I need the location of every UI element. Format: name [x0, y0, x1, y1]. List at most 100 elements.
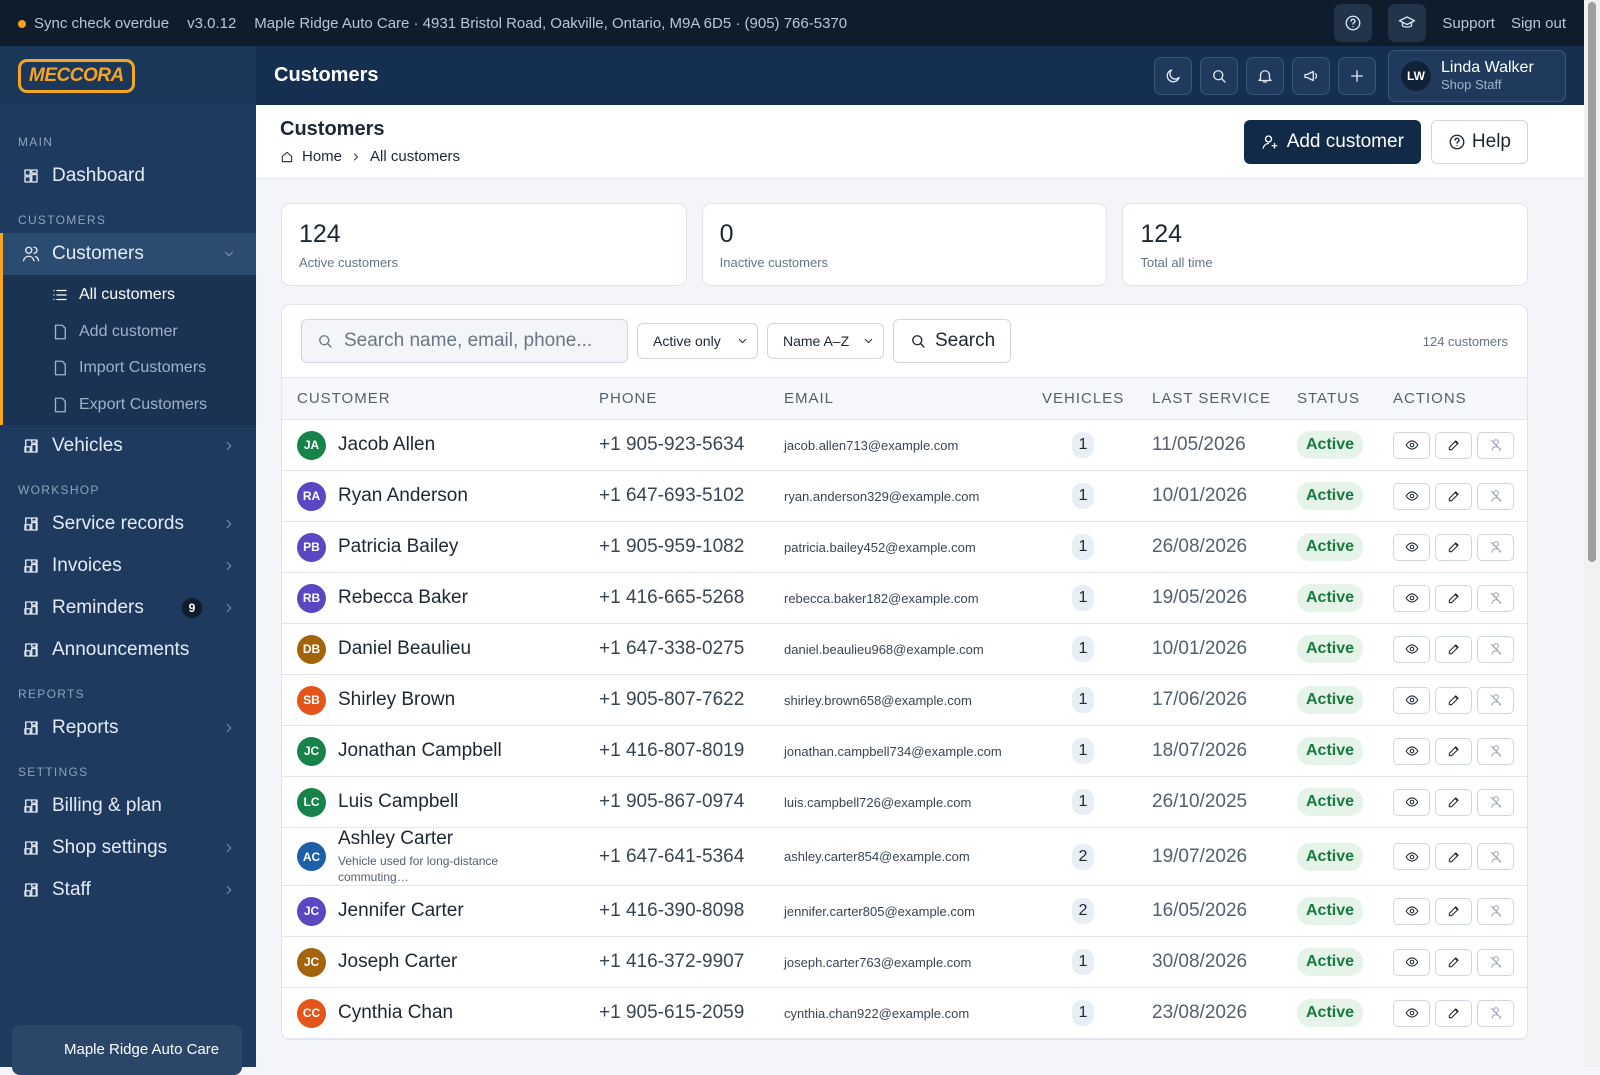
edit-button[interactable] — [1435, 843, 1472, 870]
edit-button[interactable] — [1435, 999, 1472, 1027]
view-button[interactable] — [1393, 482, 1430, 510]
nav-item[interactable]: Customers — [0, 233, 256, 275]
notifications-button[interactable] — [1246, 56, 1284, 95]
customer-name[interactable]: Jacob Allen — [338, 434, 436, 455]
deactivate-button[interactable] — [1477, 948, 1514, 976]
view-button[interactable] — [1393, 635, 1430, 663]
logo[interactable]: MECCORA — [18, 58, 135, 93]
nav-subitem[interactable]: Export Customers — [3, 387, 256, 424]
edit-button[interactable] — [1435, 788, 1472, 816]
nav-item[interactable]: Billing & plan — [0, 785, 256, 827]
deactivate-button[interactable] — [1477, 584, 1514, 612]
deactivate-button[interactable] — [1477, 635, 1514, 663]
customer-name[interactable]: Cynthia Chan — [338, 1002, 454, 1023]
deactivate-button[interactable] — [1477, 897, 1514, 925]
theme-toggle[interactable] — [1154, 56, 1192, 95]
help-icon-button[interactable] — [1334, 4, 1373, 42]
view-button[interactable] — [1393, 843, 1430, 870]
customer-name[interactable]: Shirley Brown — [338, 689, 456, 710]
customer-cell: LC Luis Campbell — [297, 787, 599, 817]
customer-cell: JC Jonathan Campbell — [297, 736, 599, 766]
add-button[interactable] — [1338, 56, 1376, 95]
status-badge: Active — [1297, 999, 1364, 1027]
deactivate-button[interactable] — [1477, 788, 1514, 816]
nav-item[interactable]: Staff — [0, 869, 256, 911]
vehicle-count: 1 — [1072, 636, 1094, 662]
last-service: 23/08/2026 — [1152, 1002, 1248, 1023]
customer-name[interactable]: Ashley Carter — [338, 828, 454, 849]
view-button[interactable] — [1393, 584, 1430, 612]
deactivate-button[interactable] — [1477, 843, 1514, 870]
customer-name[interactable]: Patricia Bailey — [338, 536, 459, 557]
customer-name[interactable]: Jonathan Campbell — [338, 740, 502, 761]
edit-button[interactable] — [1435, 737, 1472, 765]
customer-name[interactable]: Joseph Carter — [338, 951, 458, 972]
vehicle-count: 1 — [1072, 585, 1094, 611]
edit-button[interactable] — [1435, 948, 1472, 976]
view-button[interactable] — [1393, 737, 1430, 765]
training-icon-button[interactable] — [1388, 4, 1427, 42]
edit-button[interactable] — [1435, 482, 1472, 510]
shop-switcher[interactable]: Maple Ridge Auto Care — [12, 1025, 242, 1075]
announcements-button[interactable] — [1292, 56, 1330, 95]
sort-select[interactable]: Name A–Z — [767, 323, 884, 359]
edit-button[interactable] — [1435, 584, 1472, 612]
breadcrumb-home[interactable]: Home — [302, 148, 343, 165]
help-button[interactable]: Help — [1430, 120, 1528, 164]
deactivate-button[interactable] — [1477, 482, 1514, 510]
nav-item[interactable]: Reminders 9 — [0, 587, 256, 629]
nav-subitem[interactable]: Add customer — [3, 314, 256, 351]
user-info: Linda Walker Shop Staff — [1441, 59, 1534, 92]
sidebar: MAIN Dashboard CUSTOMERS Customers All custo… — [0, 105, 256, 1075]
customer-name[interactable]: Luis Campbell — [338, 791, 459, 812]
customer-name[interactable]: Ryan Anderson — [338, 485, 468, 506]
filters: Search name, email, phone... Active only… — [282, 305, 1527, 377]
stat-value: 124 — [1140, 220, 1183, 248]
status-select[interactable]: Active only — [637, 323, 758, 359]
customer-info: Shirley Brown — [338, 689, 455, 711]
customer-name[interactable]: Jennifer Carter — [338, 900, 464, 921]
edit-button[interactable] — [1435, 533, 1472, 561]
nav-item[interactable]: Shop settings — [0, 827, 256, 869]
view-button[interactable] — [1393, 431, 1430, 459]
sign-out-link[interactable]: Sign out — [1510, 14, 1566, 32]
view-button[interactable] — [1393, 686, 1430, 714]
deactivate-button[interactable] — [1477, 431, 1514, 459]
customer-name[interactable]: Rebecca Baker — [338, 587, 468, 608]
nav-item[interactable]: Service records — [0, 503, 256, 545]
sidebar-section-title: CUSTOMERS — [18, 213, 107, 227]
search-input[interactable]: Search name, email, phone... — [301, 319, 628, 363]
add-customer-button[interactable]: Add customer — [1243, 120, 1421, 164]
view-button[interactable] — [1393, 897, 1430, 925]
search-submit[interactable]: Search — [893, 319, 1012, 363]
user-menu[interactable]: LW Linda Walker Shop Staff — [1388, 49, 1566, 102]
nav-item[interactable]: Reports — [0, 707, 256, 749]
nav-subitem[interactable]: Import Customers — [3, 350, 256, 387]
nav-subitem-label: All customers — [79, 286, 176, 304]
deactivate-button[interactable] — [1477, 737, 1514, 765]
nav-item[interactable]: Dashboard — [0, 155, 256, 197]
nav-subitem[interactable]: All customers — [3, 277, 256, 314]
edit-button[interactable] — [1435, 897, 1472, 925]
nav-item[interactable]: Announcements — [0, 629, 256, 671]
view-button[interactable] — [1393, 948, 1430, 976]
support-link[interactable]: Support — [1442, 14, 1495, 32]
edit-button[interactable] — [1435, 431, 1472, 459]
nav-item[interactable]: Vehicles — [0, 425, 256, 467]
scroll-thumb[interactable] — [1588, 2, 1596, 562]
nav-item[interactable]: Invoices — [0, 545, 256, 587]
avatar: JC — [297, 896, 326, 926]
deactivate-button[interactable] — [1477, 999, 1514, 1027]
search-button[interactable] — [1200, 56, 1238, 95]
deactivate-button[interactable] — [1477, 533, 1514, 561]
view-button[interactable] — [1393, 788, 1430, 816]
view-button[interactable] — [1393, 533, 1430, 561]
column-header: VEHICLES — [1042, 390, 1125, 407]
customer-info: Ryan Anderson — [338, 485, 468, 507]
view-button[interactable] — [1393, 999, 1430, 1027]
edit-button[interactable] — [1435, 635, 1472, 663]
customer-info: Jennifer Carter — [338, 900, 464, 922]
deactivate-button[interactable] — [1477, 686, 1514, 714]
edit-button[interactable] — [1435, 686, 1472, 714]
customer-name[interactable]: Daniel Beaulieu — [338, 638, 472, 659]
